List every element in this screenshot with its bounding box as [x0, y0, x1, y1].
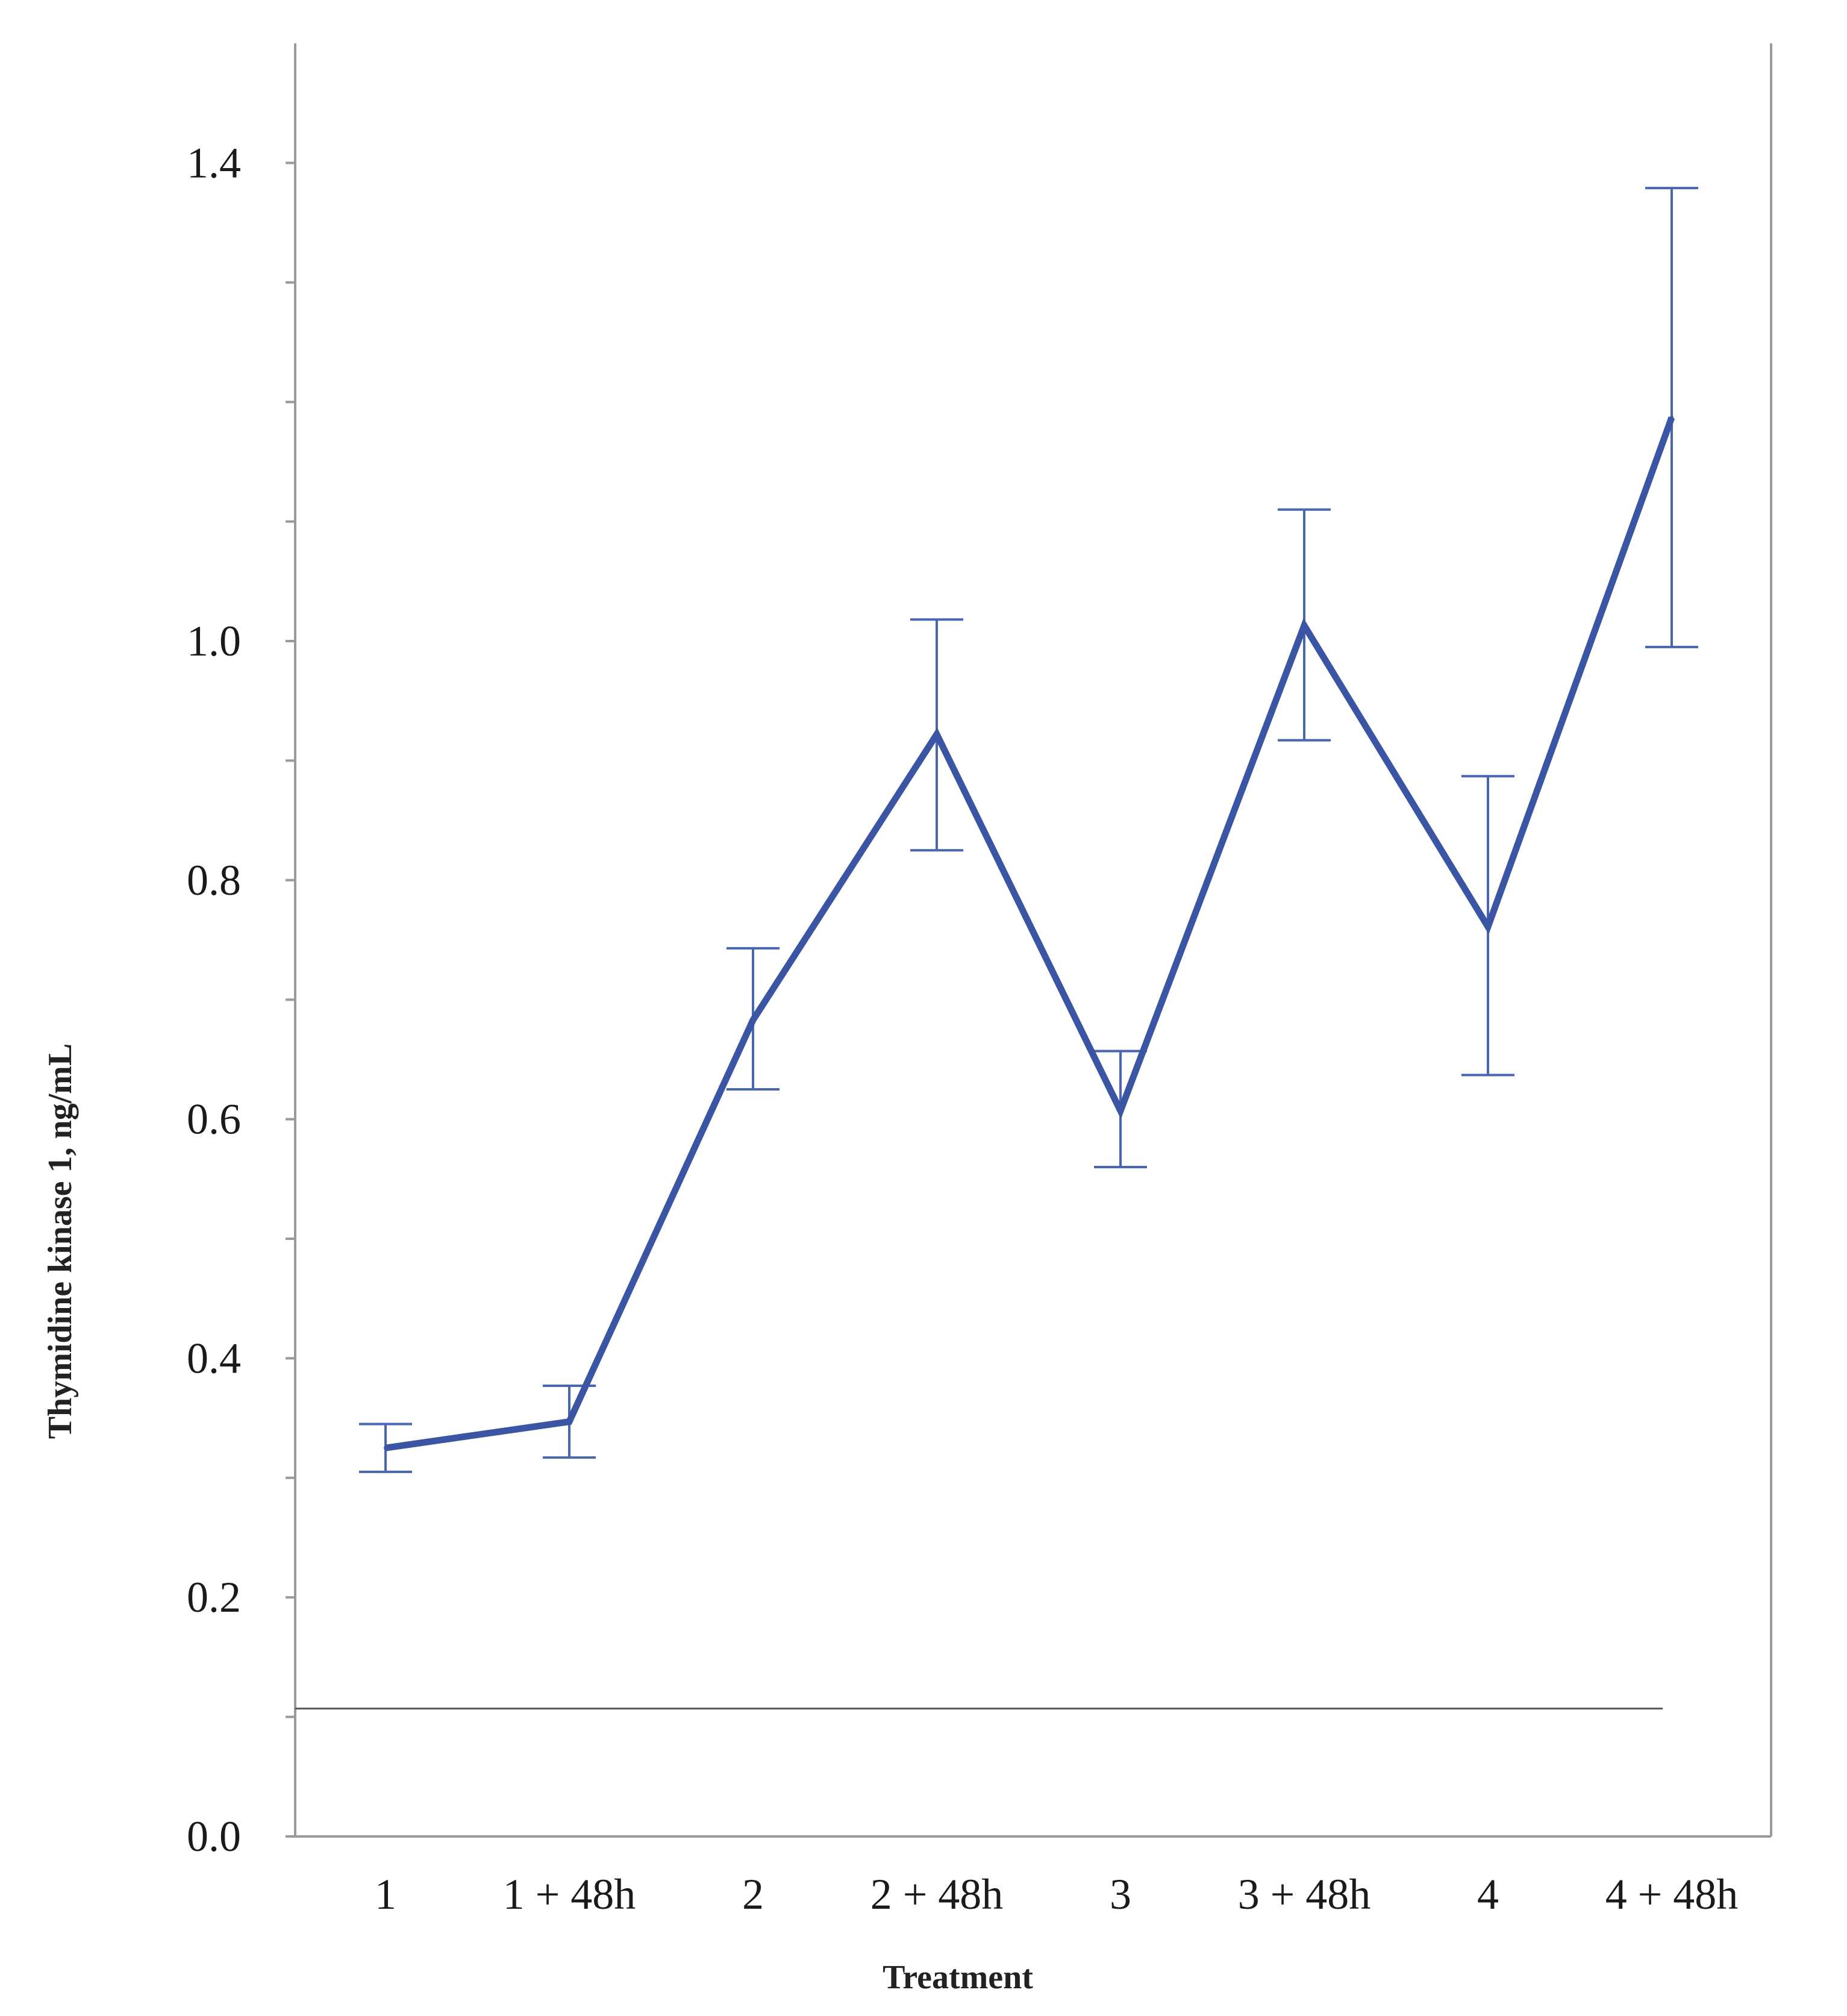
x-tick-label: 1 + 48h	[503, 1870, 636, 1918]
axes	[286, 43, 1772, 1838]
x-tick-label: 4 + 48h	[1605, 1870, 1739, 1918]
x-axis-title: Treatment	[883, 1959, 1033, 1996]
y-tick-label: 1.4	[187, 139, 241, 187]
x-tick-label: 2 + 48h	[870, 1870, 1004, 1918]
data-point	[567, 1420, 571, 1424]
data-point	[935, 732, 939, 736]
data-point	[384, 1446, 387, 1450]
y-tick-label: 0.4	[187, 1334, 241, 1382]
tick-labels: 0.0 0.2 0.4 0.6 0.8 1.0 1.4 1 1 + 48h 2 2 + 48h 3 3 …	[187, 139, 1738, 1918]
x-tick-label: 3 + 48h	[1238, 1870, 1371, 1918]
x-tick-label: 1	[375, 1870, 396, 1918]
series-line-layer	[384, 415, 1675, 1451]
data-point	[1119, 1109, 1122, 1113]
y-tick-label: 0.2	[187, 1573, 241, 1621]
x-tick-label: 4	[1477, 1870, 1499, 1918]
error-bars	[359, 187, 1698, 1473]
data-point	[1670, 415, 1674, 419]
y-tick-label: 0.8	[187, 856, 241, 904]
y-axis-title: Thymidine kinase 1, ng/mL	[42, 1044, 79, 1439]
data-point	[751, 1018, 755, 1022]
data-point	[1302, 624, 1306, 628]
data-point	[1486, 925, 1490, 929]
x-tick-label: 2	[742, 1870, 764, 1918]
y-tick-label: 0.0	[187, 1812, 241, 1861]
x-tick-label: 3	[1110, 1870, 1131, 1918]
y-tick-label: 0.6	[187, 1095, 241, 1144]
y-tick-label: 1.0	[187, 617, 241, 665]
series-line	[385, 416, 1675, 1451]
